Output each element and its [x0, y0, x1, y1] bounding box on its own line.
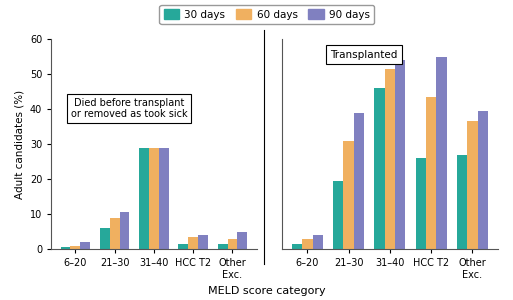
Bar	[179, 244, 188, 249]
Bar	[159, 148, 169, 249]
Text: Transplanted: Transplanted	[330, 50, 398, 59]
Bar	[457, 154, 467, 249]
Bar	[467, 121, 478, 249]
Bar	[120, 212, 129, 249]
Bar	[478, 111, 488, 249]
Text: Died before transplant
or removed as took sick: Died before transplant or removed as too…	[71, 98, 188, 119]
Bar	[374, 88, 385, 249]
Bar	[436, 56, 447, 249]
Bar	[292, 244, 302, 249]
Bar	[198, 235, 208, 249]
Bar	[61, 247, 70, 249]
Bar	[302, 238, 312, 249]
Bar	[344, 140, 354, 249]
Bar	[218, 244, 228, 249]
Bar	[354, 112, 364, 249]
Bar	[80, 242, 90, 249]
Bar	[110, 218, 120, 249]
Bar	[416, 158, 426, 249]
Bar	[333, 181, 344, 249]
Bar	[100, 228, 110, 249]
Bar	[149, 148, 159, 249]
Bar	[385, 69, 395, 249]
Legend: 30 days, 60 days, 90 days: 30 days, 60 days, 90 days	[160, 5, 374, 24]
Bar	[312, 235, 323, 249]
Bar	[70, 245, 80, 249]
Y-axis label: Adult candidates (%): Adult candidates (%)	[14, 89, 24, 199]
Bar	[188, 237, 198, 249]
Text: MELD score category: MELD score category	[208, 286, 326, 296]
Bar	[395, 60, 405, 249]
Bar	[238, 232, 247, 249]
Bar	[139, 148, 149, 249]
Bar	[426, 97, 436, 249]
Bar	[228, 238, 238, 249]
